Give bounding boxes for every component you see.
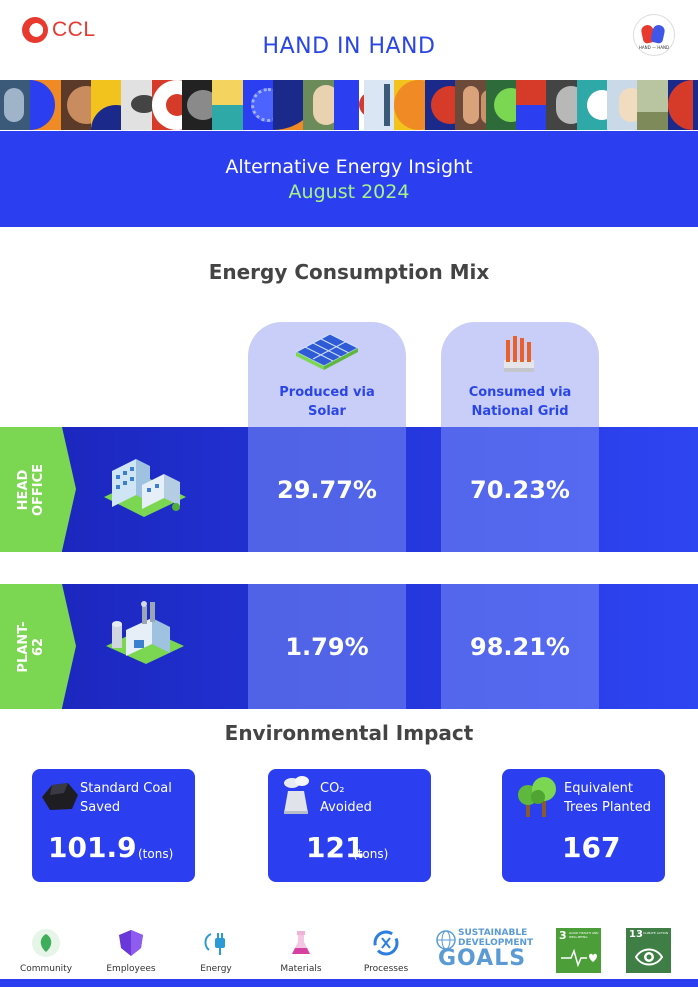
goal-13-number: 13	[629, 929, 643, 940]
shield-icon	[119, 930, 143, 956]
plant-62-label: PLANT-62	[16, 620, 46, 673]
processes-label: Processes	[363, 964, 409, 974]
coal-label-line1: Standard Coal	[80, 781, 172, 796]
solar-column-label: Produced via Solar	[248, 383, 406, 421]
solar-label-line1: Produced via	[279, 385, 375, 400]
trees-label-line1: Equivalent	[564, 781, 633, 796]
badge-text: HAND — HAND	[638, 45, 670, 50]
mix-section-title: Energy Consumption Mix	[208, 260, 490, 284]
leaf-hands-icon	[32, 929, 60, 957]
solar-panel-icon	[294, 333, 360, 370]
sdg-goal-13-tile: 13 CLIMATE ACTION	[626, 928, 671, 973]
footer-materials: Materials	[269, 928, 333, 974]
plant-62-tab: PLANT-62	[0, 584, 62, 709]
trees-label: Equivalent Trees Planted	[564, 779, 651, 817]
co2-label-line2: Avoided	[320, 800, 372, 815]
sdg-text-top: SUSTAINABLE DEVELOPMENT	[458, 928, 533, 948]
employees-label: Employees	[106, 964, 156, 974]
hands-icon	[640, 23, 666, 45]
grid-label-line2: National Grid	[471, 404, 569, 419]
plug-icon	[204, 933, 225, 955]
hand-in-hand-badge: HAND — HAND	[633, 14, 675, 56]
community-label: Community	[19, 964, 73, 974]
grid-label-line1: Consumed via	[468, 385, 572, 400]
flask-icon	[292, 931, 310, 954]
banner-date: August 2024	[288, 181, 410, 203]
sdg-line2: DEVELOPMENT	[458, 938, 534, 948]
ccl-logo-icon	[22, 17, 48, 43]
eye-globe-icon	[634, 948, 664, 966]
coal-saved-card: Standard Coal Saved 101.9 (tons)	[32, 769, 195, 882]
office-building-icon	[104, 459, 186, 517]
materials-label: Materials	[280, 964, 322, 974]
ccl-logo: CCL	[22, 17, 96, 43]
plant-62-grid-value: 98.21%	[441, 584, 599, 709]
insight-banner: Alternative Energy Insight August 2024	[0, 131, 698, 227]
un-globe-icon	[436, 930, 456, 950]
head-office-tab-arrow	[62, 427, 76, 551]
head-office-tab: HEAD OFFICE	[0, 427, 62, 552]
factory-icon	[106, 601, 184, 664]
co2-avoided-card: CO₂ Avoided 121 (tons)	[268, 769, 431, 882]
head-office-solar-value: 29.77%	[248, 427, 406, 552]
sdg-logo: SUSTAINABLE DEVELOPMENT GOALS	[436, 928, 536, 972]
energy-label: Energy	[200, 964, 232, 974]
cycle-icon	[373, 930, 399, 956]
grid-column-label: Consumed via National Grid	[441, 383, 599, 421]
coal-label-line2: Saved	[80, 800, 121, 815]
footer-processes: Processes	[354, 928, 418, 974]
footer-pillars: Community Employees Energy Materials	[14, 928, 418, 974]
brand-name: CCL	[52, 18, 96, 41]
solar-label-line2: Solar	[308, 404, 346, 419]
coal-icon	[42, 783, 78, 810]
plant-62-tab-arrow	[62, 584, 76, 708]
goal-3-text: GOOD HEALTH AND WELL-BEING	[569, 931, 599, 939]
sdg-goals-word: GOALS	[438, 946, 527, 971]
page-title: HAND IN HAND	[262, 34, 436, 59]
bottom-bar	[0, 979, 698, 987]
photo-mosaic-strip	[0, 80, 698, 130]
power-grid-icon	[504, 336, 534, 372]
footer-employees: Employees	[99, 928, 163, 974]
banner-title: Alternative Energy Insight	[225, 156, 473, 178]
trees-label-line2: Trees Planted	[564, 800, 651, 815]
co2-unit: (tons)	[353, 847, 389, 861]
trees-value: 167	[562, 831, 621, 864]
sdg-goal-3-tile: 3 GOOD HEALTH AND WELL-BEING	[556, 928, 601, 973]
coal-value: 101.9	[48, 831, 137, 864]
coal-unit: (tons)	[138, 847, 174, 861]
heartbeat-icon	[561, 948, 597, 968]
trees-planted-card: Equivalent Trees Planted 167	[502, 769, 665, 882]
head-office-grid-value: 70.23%	[441, 427, 599, 552]
plant-62-solar-value: 1.79%	[248, 584, 406, 709]
footer-community: Community	[14, 928, 78, 974]
coal-label: Standard Coal Saved	[80, 779, 172, 817]
goal-3-number: 3	[559, 929, 567, 942]
trees-icon	[518, 777, 556, 817]
impact-section-title: Environmental Impact	[224, 721, 474, 745]
co2-value: 121	[306, 831, 365, 864]
head-office-label: HEAD OFFICE	[15, 463, 46, 516]
footer-energy: Energy	[184, 928, 248, 974]
co2-label: CO₂ Avoided	[320, 779, 372, 817]
goal-13-text: CLIMATE ACTION	[643, 931, 669, 935]
cooling-tower-icon	[284, 776, 309, 814]
sdg-line1: SUSTAINABLE	[458, 928, 528, 938]
co2-label-line1: CO₂	[320, 781, 345, 796]
